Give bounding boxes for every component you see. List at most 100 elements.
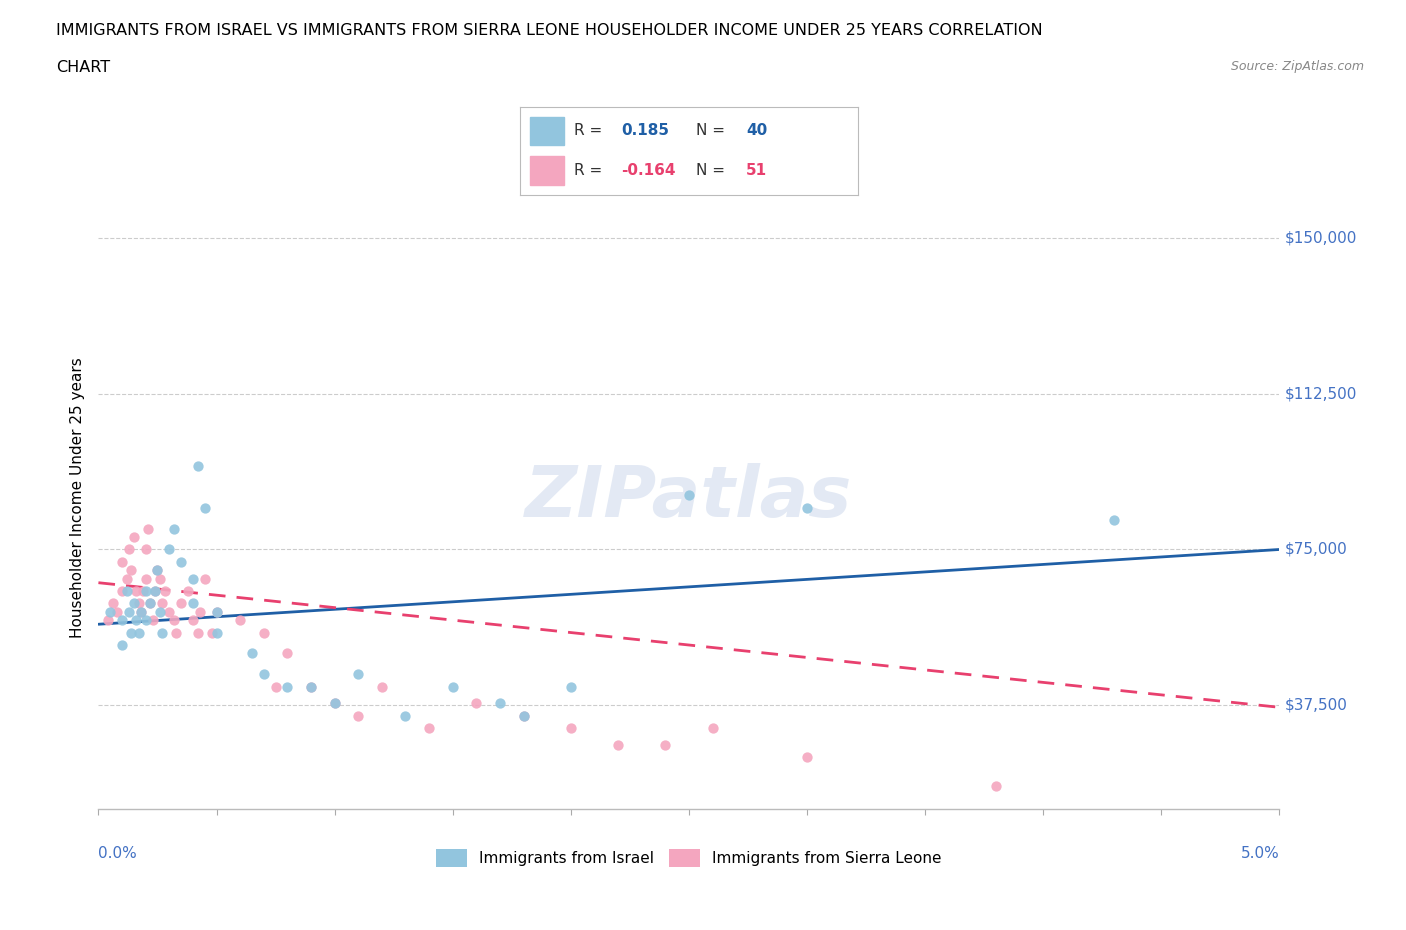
Point — [240, 646, 263, 661]
Point — [139, 596, 162, 611]
Text: CHART: CHART — [56, 60, 110, 75]
Point — [512, 709, 534, 724]
Point — [135, 542, 157, 557]
Point — [97, 613, 120, 628]
Bar — [530, 116, 564, 145]
Text: $150,000: $150,000 — [1285, 231, 1357, 246]
Point — [347, 709, 370, 724]
Point — [253, 667, 276, 682]
Point — [118, 542, 141, 557]
Point — [1102, 513, 1125, 528]
Point — [205, 625, 228, 640]
Point — [465, 696, 488, 711]
Point — [170, 596, 193, 611]
Point — [560, 721, 582, 736]
Point — [418, 721, 440, 736]
Point — [111, 554, 134, 569]
Point — [143, 584, 166, 599]
Point — [143, 584, 166, 599]
Point — [187, 625, 209, 640]
Point — [181, 613, 204, 628]
Point — [149, 604, 172, 619]
Text: N =: N = — [696, 124, 724, 139]
Point — [163, 521, 186, 536]
Point — [702, 721, 724, 736]
Point — [122, 529, 145, 544]
Point — [194, 571, 217, 586]
Point — [181, 571, 204, 586]
Point — [371, 679, 394, 694]
Point — [153, 584, 176, 599]
Text: 0.0%: 0.0% — [98, 846, 138, 861]
Point — [347, 667, 370, 682]
Point — [125, 613, 148, 628]
Point — [188, 604, 211, 619]
Point — [441, 679, 464, 694]
Point — [654, 737, 676, 752]
Text: 5.0%: 5.0% — [1240, 846, 1279, 861]
Point — [489, 696, 512, 711]
Point — [796, 500, 818, 515]
Point — [135, 571, 157, 586]
Point — [187, 459, 209, 474]
Text: 0.185: 0.185 — [621, 124, 669, 139]
Point — [170, 554, 193, 569]
Text: $37,500: $37,500 — [1285, 698, 1348, 712]
Bar — [530, 156, 564, 185]
Point — [149, 571, 172, 586]
Point — [146, 563, 169, 578]
Point — [163, 613, 186, 628]
Point — [323, 696, 346, 711]
Text: 40: 40 — [747, 124, 768, 139]
Point — [678, 488, 700, 503]
Point — [229, 613, 252, 628]
Point — [560, 679, 582, 694]
Text: ZIPatlas: ZIPatlas — [526, 463, 852, 532]
Point — [201, 625, 224, 640]
Point — [146, 563, 169, 578]
Point — [129, 604, 152, 619]
Text: R =: R = — [574, 163, 602, 178]
Point — [512, 709, 534, 724]
Point — [98, 604, 121, 619]
Y-axis label: Householder Income Under 25 years: Householder Income Under 25 years — [70, 357, 86, 638]
Point — [299, 679, 322, 694]
Point — [101, 596, 124, 611]
Point — [135, 613, 157, 628]
Point — [205, 604, 228, 619]
Point — [128, 625, 150, 640]
Point — [121, 625, 143, 640]
Point — [796, 750, 818, 764]
Point — [111, 584, 134, 599]
Point — [132, 584, 155, 599]
Point — [607, 737, 630, 752]
Text: Source: ZipAtlas.com: Source: ZipAtlas.com — [1230, 60, 1364, 73]
Point — [125, 584, 148, 599]
Text: 51: 51 — [747, 163, 768, 178]
Point — [121, 563, 143, 578]
Point — [276, 679, 298, 694]
Point — [165, 625, 187, 640]
Point — [157, 604, 180, 619]
Point — [150, 625, 173, 640]
Point — [118, 604, 141, 619]
Point — [181, 596, 204, 611]
Point — [122, 596, 145, 611]
Point — [139, 596, 162, 611]
Point — [984, 778, 1007, 793]
Text: IMMIGRANTS FROM ISRAEL VS IMMIGRANTS FROM SIERRA LEONE HOUSEHOLDER INCOME UNDER : IMMIGRANTS FROM ISRAEL VS IMMIGRANTS FRO… — [56, 23, 1043, 38]
Point — [264, 679, 287, 694]
Point — [111, 638, 134, 653]
Legend: Immigrants from Israel, Immigrants from Sierra Leone: Immigrants from Israel, Immigrants from … — [430, 844, 948, 873]
Point — [299, 679, 322, 694]
Point — [111, 613, 134, 628]
Point — [105, 604, 128, 619]
Point — [142, 613, 165, 628]
Point — [136, 521, 159, 536]
Text: -0.164: -0.164 — [621, 163, 676, 178]
Point — [394, 709, 416, 724]
Point — [150, 596, 173, 611]
Point — [115, 571, 138, 586]
Text: N =: N = — [696, 163, 724, 178]
Text: $112,500: $112,500 — [1285, 386, 1357, 401]
